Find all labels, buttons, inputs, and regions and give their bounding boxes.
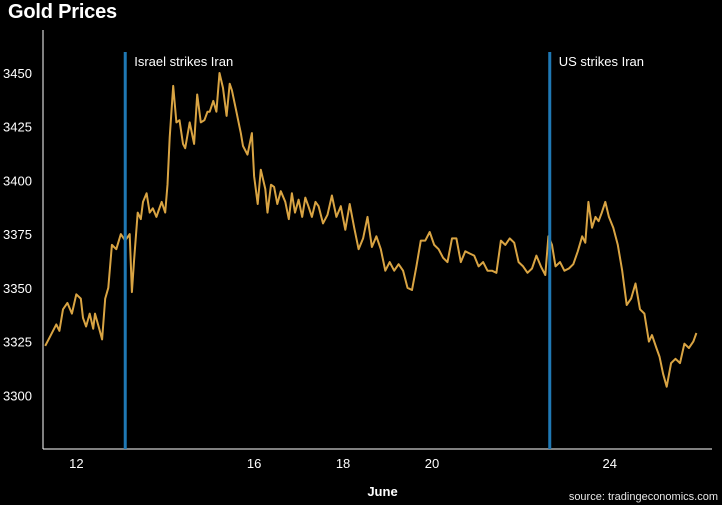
y-tick-label: 3450 xyxy=(3,66,32,81)
y-tick-label: 3400 xyxy=(3,173,32,188)
y-tick-label: 3300 xyxy=(3,388,32,403)
x-tick-label: 12 xyxy=(69,456,83,471)
x-tick-label: 24 xyxy=(603,456,617,471)
plot-area xyxy=(42,30,712,450)
y-tick-label: 3425 xyxy=(3,120,32,135)
y-tick-label: 3325 xyxy=(3,335,32,350)
event-label: US strikes Iran xyxy=(559,54,644,69)
x-axis-ticks: 12 16 18 20 24 xyxy=(69,456,617,471)
x-tick-label: 16 xyxy=(247,456,261,471)
x-tick-label: 20 xyxy=(425,456,439,471)
x-axis-label: June xyxy=(367,484,397,499)
y-tick-label: 3350 xyxy=(3,281,32,296)
y-tick-label: 3375 xyxy=(3,227,32,242)
source-note: source: tradingeconomics.com xyxy=(568,491,718,503)
event-label: Israel strikes Iran xyxy=(134,54,233,69)
chart-title: Gold Prices xyxy=(8,1,117,23)
event-markers: Israel strikes Iran US strikes Iran xyxy=(123,52,644,449)
x-tick-label: 18 xyxy=(336,456,350,471)
gold-price-line xyxy=(44,72,698,388)
y-axis-ticks: 3300 3325 3350 3375 3400 3425 3450 xyxy=(3,66,32,403)
